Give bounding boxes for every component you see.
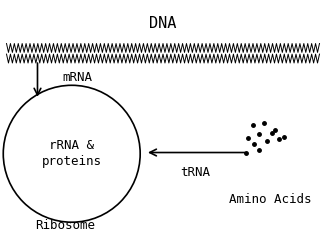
Text: mRNA: mRNA [62,71,92,84]
Text: Amino Acids: Amino Acids [229,193,312,206]
Text: DNA: DNA [149,16,177,31]
Text: proteins: proteins [42,155,102,168]
Text: Ribosome: Ribosome [35,219,95,232]
Text: tRNA: tRNA [181,166,211,179]
Text: rRNA &: rRNA & [49,139,94,152]
